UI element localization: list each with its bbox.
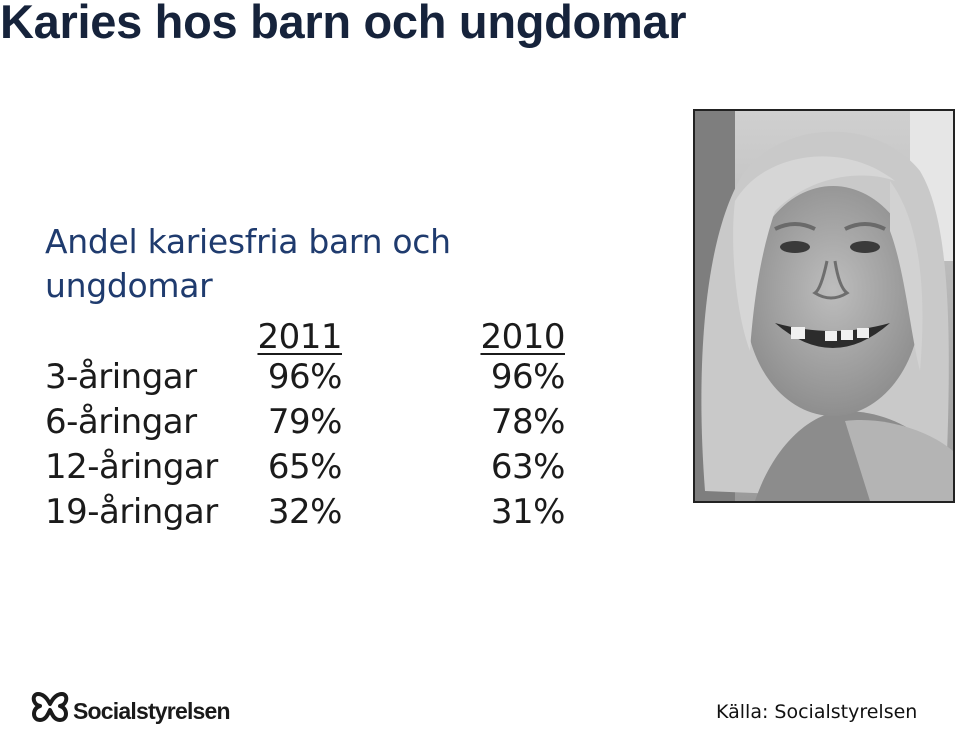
slide-title: Karies hos barn och ungdomar — [0, 0, 687, 48]
header-2011: 2011 — [257, 317, 342, 357]
subtitle: Andel kariesfria barn och ungdomar — [45, 222, 451, 305]
row-value-2011: 79% — [267, 402, 343, 442]
row-label: 19-åringar — [45, 492, 218, 532]
row-value-2010: 78% — [490, 402, 566, 442]
row-value-2010: 31% — [490, 492, 566, 532]
row-label: 6-åringar — [45, 402, 197, 442]
photo-illustration — [695, 111, 953, 501]
row-label: 12-åringar — [45, 447, 218, 487]
row-value-2010: 96% — [490, 357, 566, 397]
header-2010: 2010 — [480, 317, 565, 357]
source-caption: Källa: Socialstyrelsen — [716, 701, 918, 723]
logo-text: Socialstyrelsen — [73, 698, 231, 724]
row-value-2010: 63% — [490, 447, 566, 487]
row-label: 3-åringar — [45, 357, 197, 397]
row-value-2011: 96% — [267, 357, 343, 397]
smiling-girl-photo — [693, 109, 955, 503]
socialstyrelsen-logo-icon — [31, 692, 69, 722]
row-value-2011: 65% — [267, 447, 343, 487]
row-value-2011: 32% — [267, 492, 343, 532]
